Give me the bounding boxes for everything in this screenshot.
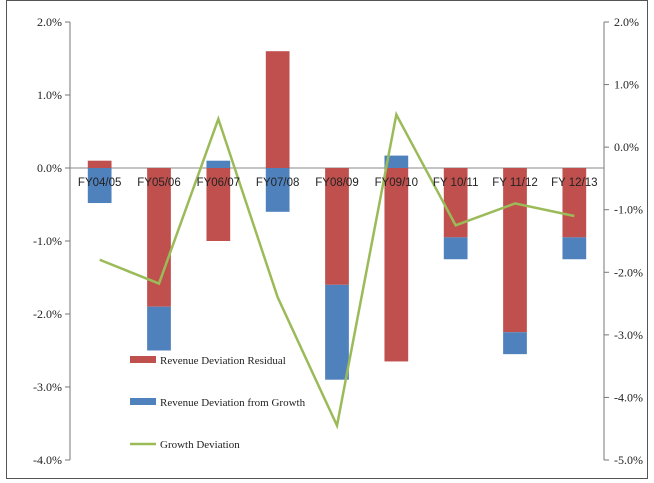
left-tick-label: 1.0% — [37, 88, 62, 102]
left-tick-label: -2.0% — [33, 307, 62, 321]
right-tick-label: 2.0% — [614, 15, 639, 29]
left-tick-label: -1.0% — [33, 234, 62, 248]
bar-growth — [147, 306, 171, 351]
bar-growth — [206, 160, 231, 168]
bar-residual — [503, 168, 527, 333]
category-label: FY 11/12 — [492, 177, 538, 189]
bar-growth — [443, 237, 468, 260]
bars — [87, 51, 587, 380]
category-label: FY04/05 — [78, 177, 121, 189]
left-tick-label: -3.0% — [33, 380, 62, 394]
category-label: FY 12/13 — [551, 177, 597, 189]
bar-residual — [206, 168, 231, 241]
bar-residual — [443, 168, 468, 238]
bar-growth — [265, 168, 290, 212]
right-tick-label: 0.0% — [614, 140, 639, 154]
right-tick-label: -4.0% — [614, 390, 643, 404]
category-label: FY07/08 — [256, 177, 299, 189]
bar-residual — [147, 168, 171, 307]
legend-swatch — [130, 398, 156, 405]
growth-line-series — [99, 110, 575, 430]
right-tick-label: -2.0% — [614, 265, 643, 279]
bar-growth — [503, 332, 527, 355]
bar-growth — [325, 284, 349, 380]
legend-label: Growth Deviation — [160, 439, 240, 451]
legend-label: Revenue Deviation Residual — [160, 355, 286, 367]
left-tick-label: -4.0% — [33, 453, 62, 467]
bar-growth — [562, 237, 587, 260]
bar-residual — [265, 51, 290, 169]
category-label: FY09/10 — [375, 177, 418, 189]
right-tick-label: -5.0% — [614, 453, 643, 467]
category-label: FY 10/11 — [433, 177, 479, 189]
bar-residual — [384, 168, 409, 362]
right-tick-label: -1.0% — [614, 203, 643, 217]
bar-growth — [384, 155, 409, 168]
category-labels: FY04/05 FY05/06 FY06/07 FY07/08 FY08/09 FY09/… — [78, 177, 598, 189]
category-label: FY06/07 — [197, 177, 240, 189]
category-label: FY08/09 — [315, 177, 358, 189]
legend: Revenue Deviation Residual Revenue Deviat… — [130, 355, 306, 451]
growth-deviation-line — [99, 110, 575, 430]
category-label: FY05/06 — [137, 177, 180, 189]
bar-residual — [325, 168, 349, 285]
left-tick-label: 0.0% — [37, 161, 62, 175]
right-tick-label: 1.0% — [614, 78, 639, 92]
legend-swatch — [130, 356, 156, 363]
bar-residual — [562, 168, 587, 238]
right-tick-label: -3.0% — [614, 328, 643, 342]
bar-growth — [87, 168, 112, 204]
bar-residual — [87, 160, 112, 168]
left-tick-label: 2.0% — [37, 15, 62, 29]
legend-label: Revenue Deviation from Growth — [160, 397, 306, 409]
